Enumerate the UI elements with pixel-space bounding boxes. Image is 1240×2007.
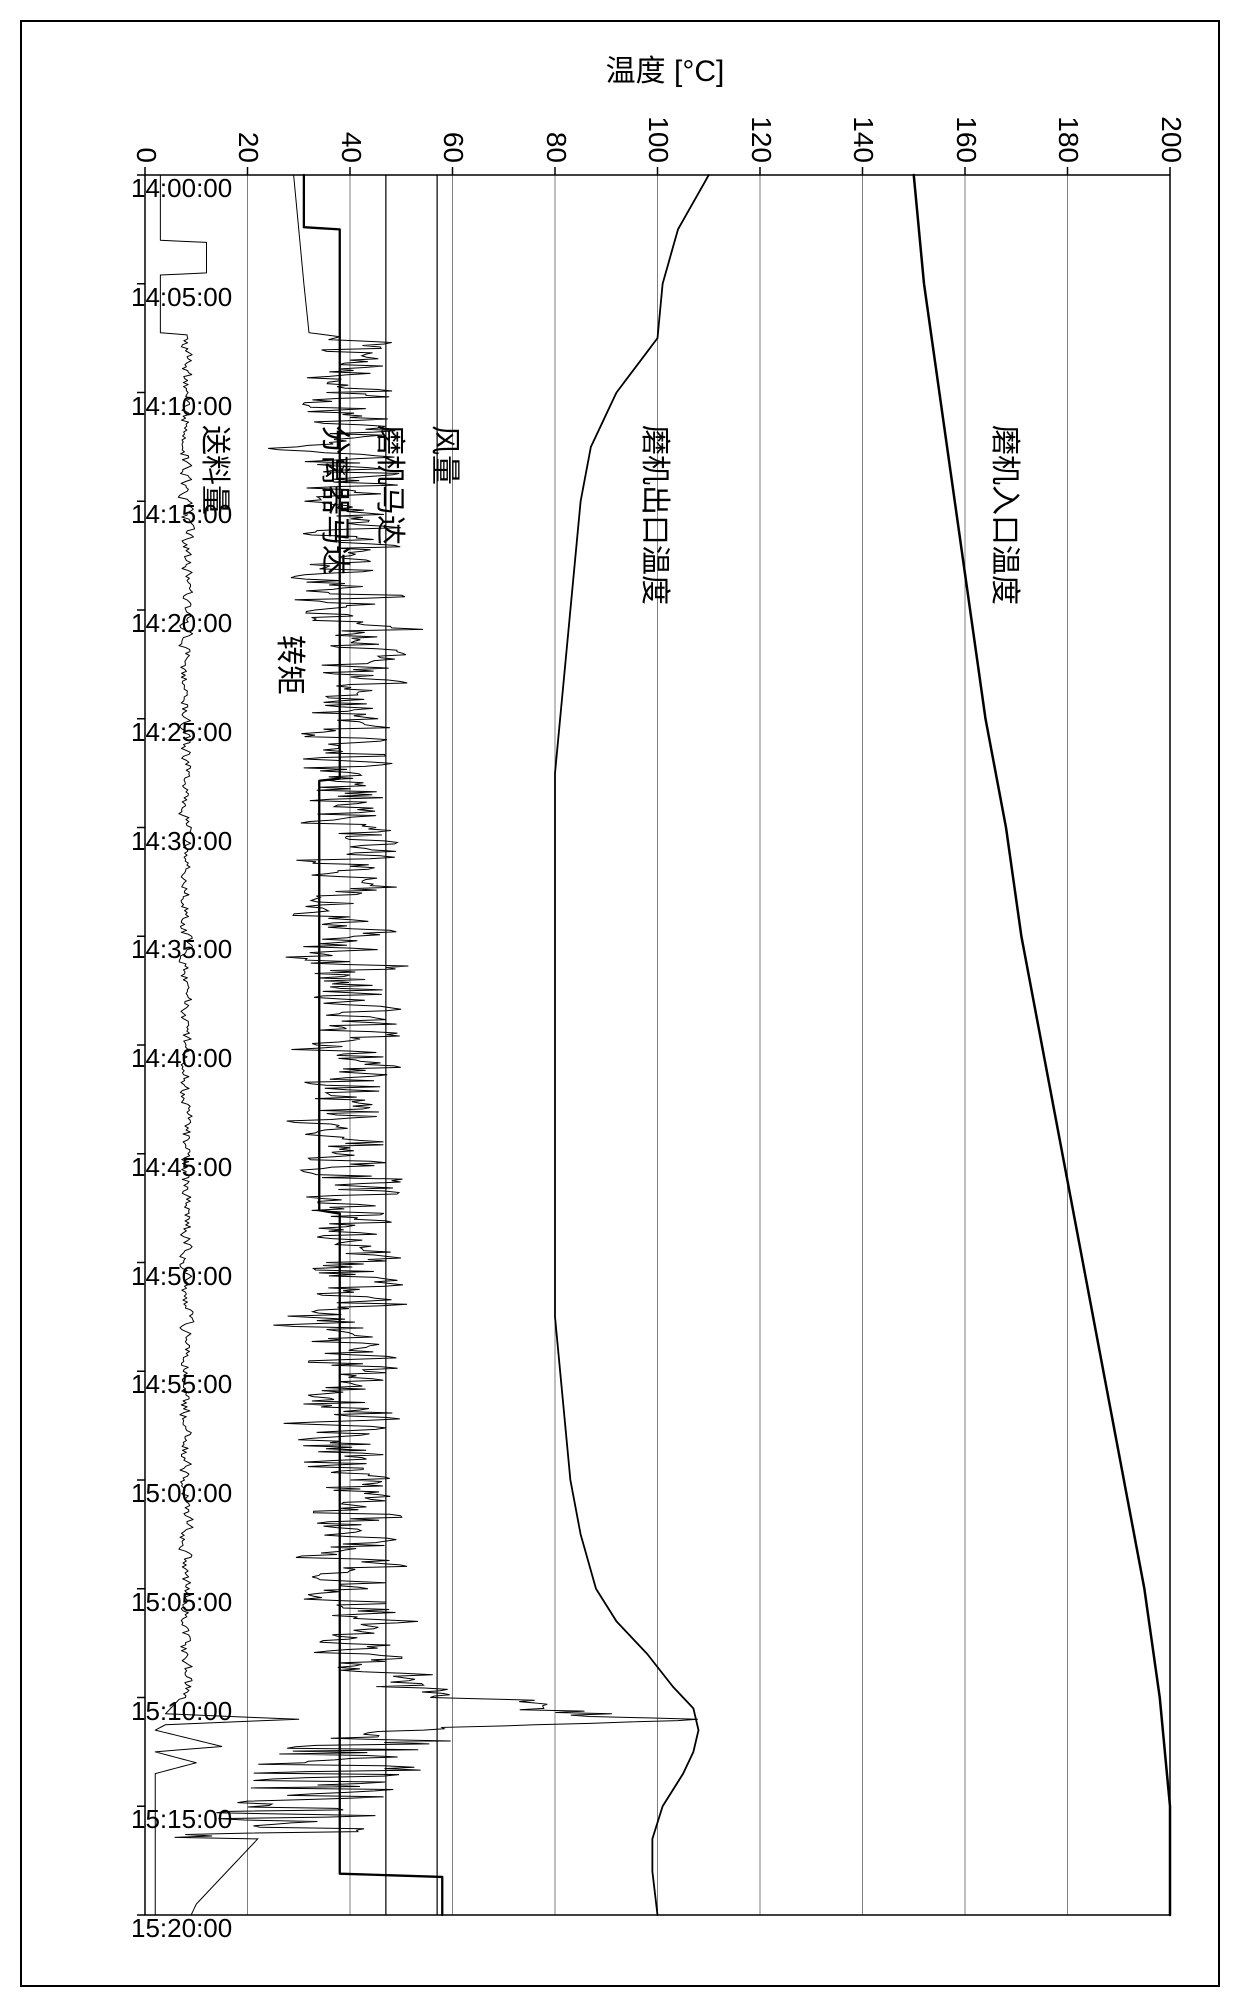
series-label-inlet-temp: 磨机入口温度: [986, 425, 1030, 605]
series-label-torque: 转矩: [271, 635, 315, 695]
x-tick-label: 14:55:00: [131, 1369, 232, 1400]
x-tick-label: 14:05:00: [131, 282, 232, 313]
series-label-outlet-temp: 磨机出口温度: [636, 425, 680, 605]
y-tick-label: 140: [847, 93, 879, 163]
y-tick-label: 200: [1155, 93, 1187, 163]
series-line-outlet-temp: [555, 175, 709, 1915]
x-tick-label: 14:50:00: [131, 1261, 232, 1292]
y-tick-label: 180: [1052, 93, 1084, 163]
x-tick-label: 15:15:00: [131, 1804, 232, 1835]
y-tick-label: 60: [437, 93, 469, 163]
series-label-air-volume: 风量: [426, 425, 470, 485]
series-label-mill-motor: 磨机马达: [371, 425, 415, 545]
x-tick-label: 15:05:00: [131, 1587, 232, 1618]
x-tick-label: 15:00:00: [131, 1478, 232, 1509]
series-label-sep-motor: 分离器马达: [316, 425, 360, 575]
x-tick-label: 14:45:00: [131, 1152, 232, 1183]
y-tick-label: 120: [745, 93, 777, 163]
x-tick-label: 14:20:00: [131, 608, 232, 639]
y-tick-label: 40: [335, 93, 367, 163]
y-tick-label: 80: [540, 93, 572, 163]
y-tick-label: 20: [232, 93, 264, 163]
y-axis-title: 温度 [°C]: [546, 46, 786, 90]
page-root: 温度 [°C] 0 20 40 60 80 100 120 140 160 180 200 14:0…: [0, 0, 1240, 2007]
y-tick-label: 0: [130, 93, 162, 163]
x-tick-label: 14:30:00: [131, 826, 232, 857]
x-tick-label: 14:00:00: [131, 173, 232, 204]
chart-stage-rotated: 温度 [°C] 0 20 40 60 80 100 120 140 160 180 200 14:0…: [20, 20, 1210, 1980]
x-tick-label: 15:10:00: [131, 1696, 232, 1727]
x-tick-label: 14:40:00: [131, 1043, 232, 1074]
series-label-feed: 送料量: [196, 425, 240, 515]
x-tick-label: 14:25:00: [131, 717, 232, 748]
y-tick-label: 100: [642, 93, 674, 163]
x-tick-label: 14:35:00: [131, 934, 232, 965]
series-line-inlet-temp: [914, 175, 1170, 1915]
x-tick-label: 15:20:00: [131, 1913, 232, 1944]
y-tick-label: 160: [950, 93, 982, 163]
x-tick-label: 14:10:00: [131, 391, 232, 422]
